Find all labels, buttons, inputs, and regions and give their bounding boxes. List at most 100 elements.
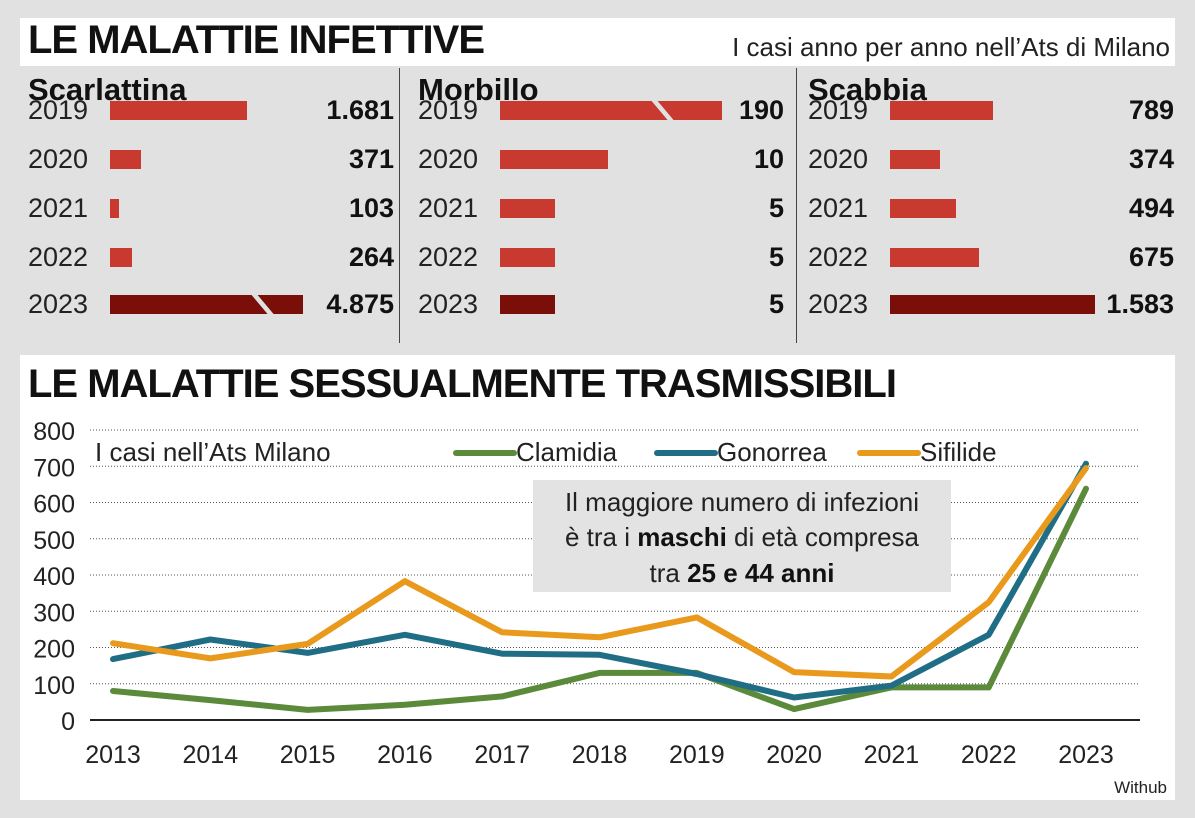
panel-morbillo: Morbillo 2019 190 2020 10 2021 5 2022 5 2023 5 (418, 68, 788, 343)
annotation-highlight: maschi (637, 522, 727, 552)
row-value: 190 (738, 95, 784, 125)
panel-row: 2020 10 (418, 139, 788, 179)
row-value: 5 (768, 193, 784, 223)
panel-row: 2019 1.681 (28, 90, 398, 130)
line-chart-area: 0 100 200 300 400 500 600 700 800 2013 2014 2015 201… (20, 410, 1175, 800)
panel-divider (796, 68, 797, 343)
panel-row: 2022 5 (418, 237, 788, 277)
panel-row: 2020 371 (28, 139, 398, 179)
value-bar (890, 295, 1095, 314)
value-bar (500, 98, 722, 124)
y-tick-label: 500 (33, 527, 75, 555)
panel-row: 2022 675 (808, 237, 1178, 277)
value-bar (110, 199, 119, 218)
panel-row: 2021 103 (28, 188, 398, 228)
row-year: 2020 (418, 144, 479, 174)
row-value: 5 (768, 289, 784, 319)
panel-row: 2023 4.875 (28, 284, 398, 324)
row-year: 2022 (418, 242, 479, 272)
row-year: 2022 (28, 242, 89, 272)
panel-divider (399, 68, 400, 343)
legend-label: Clamidia (516, 437, 618, 467)
value-bar (110, 292, 303, 318)
section-title: LE MALATTIE SESSUALMENTE TRASMISSIBILI (28, 362, 897, 406)
chart-caption: I casi nell’Ats Milano (95, 437, 331, 467)
row-value: 10 (753, 144, 784, 174)
x-tick-label: 2022 (961, 741, 1017, 769)
y-tick-label: 800 (33, 418, 75, 446)
value-bar (500, 150, 608, 169)
x-tick-label: 2013 (85, 741, 141, 769)
row-year: 2019 (808, 95, 869, 125)
y-tick-label: 400 (33, 563, 75, 591)
x-tick-label: 2017 (474, 741, 530, 769)
row-value: 4.875 (326, 289, 394, 319)
annotation-text: tra (650, 558, 688, 588)
header-band (20, 18, 1175, 66)
row-value: 264 (348, 242, 394, 272)
annotation-text: Il maggiore numero di infezioni (565, 487, 919, 517)
annotation-line: Il maggiore numero di infezioni (565, 487, 919, 517)
page-title: LE MALATTIE INFETTIVE (28, 18, 485, 62)
row-year: 2021 (28, 193, 89, 223)
row-value: 371 (348, 144, 394, 174)
value-bar (110, 150, 141, 169)
scale-break (649, 98, 677, 124)
x-tick-label: 2014 (182, 741, 238, 769)
x-tick-label: 2021 (864, 741, 920, 769)
annotation-text: è tra i (565, 522, 637, 552)
series-line-sifilide (110, 465, 1089, 680)
row-year: 2021 (418, 193, 479, 223)
row-year: 2020 (808, 144, 869, 174)
value-bar (500, 248, 555, 267)
row-value: 1.681 (326, 95, 394, 125)
annotation-box (533, 480, 951, 592)
annotation-line: tra 25 e 44 anni (650, 558, 835, 588)
page-subtitle: I casi anno per anno nell’Ats di Milano (732, 32, 1170, 62)
value-bar (890, 248, 979, 267)
value-bar (110, 101, 247, 120)
x-tick-label: 2018 (572, 741, 628, 769)
legend-label: Sifilide (920, 437, 997, 467)
panel-row: 2023 1.583 (808, 284, 1178, 324)
y-tick-label: 700 (33, 454, 75, 482)
row-year: 2023 (808, 289, 869, 319)
x-tick-label: 2016 (377, 741, 433, 769)
series-line-clamidia (110, 485, 1089, 713)
x-tick-label: 2019 (669, 741, 725, 769)
scale-break (249, 292, 277, 318)
value-bar (500, 199, 555, 218)
value-bar (890, 101, 993, 120)
row-value: 5 (768, 242, 784, 272)
panel-row: 2021 494 (808, 188, 1178, 228)
annotation-text: di età compresa (727, 522, 920, 552)
value-bar (500, 295, 555, 314)
y-tick-label: 300 (33, 599, 75, 627)
x-tick-label: 2015 (280, 741, 336, 769)
row-year: 2023 (28, 289, 89, 319)
y-tick-label: 200 (33, 636, 75, 664)
panel-row: 2023 5 (418, 284, 788, 324)
row-year: 2023 (418, 289, 479, 319)
x-tick-label: 2020 (766, 741, 822, 769)
source-credit: Withub (1114, 778, 1167, 797)
row-value: 374 (1128, 144, 1174, 174)
panel-scabbia: Scabbia 2019 789 2020 374 2021 494 2022 675 2023 1… (808, 68, 1178, 343)
legend-label: Gonorrea (717, 437, 827, 467)
x-tick-label: 2023 (1058, 741, 1114, 769)
annotation-highlight: 25 e 44 anni (687, 558, 834, 588)
row-value: 1.583 (1106, 289, 1174, 319)
panel-row: 2020 374 (808, 139, 1178, 179)
y-tick-label: 600 (33, 491, 75, 519)
y-tick-label: 100 (33, 672, 75, 700)
row-year: 2020 (28, 144, 89, 174)
panel-scarlattina: Scarlattina 2019 1.681 2020 371 2021 103 2022 26… (28, 68, 398, 343)
panel-row: 2021 5 (418, 188, 788, 228)
value-bar (110, 248, 132, 267)
value-bar (890, 150, 940, 169)
panel-row: 2019 190 (418, 90, 788, 130)
row-year: 2019 (28, 95, 89, 125)
line-chart: 0 100 200 300 400 500 600 700 800 2013 2014 2015 201… (33, 418, 1140, 769)
row-value: 494 (1128, 193, 1174, 223)
row-year: 2022 (808, 242, 869, 272)
